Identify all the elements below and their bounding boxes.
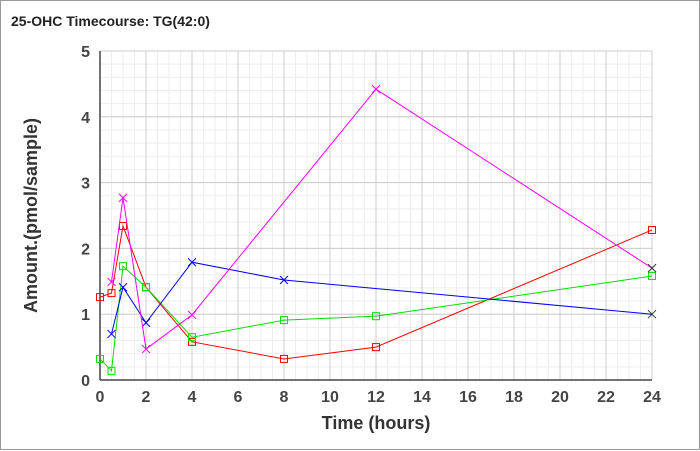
data-point-red — [280, 354, 288, 363]
x-tick-label: 20 — [551, 389, 569, 406]
data-point-blue — [141, 318, 151, 328]
chart-title: 25-OHC Timecourse: TG(42:0) — [11, 13, 210, 29]
data-point-green — [142, 283, 150, 292]
series-blue — [107, 257, 657, 339]
data-point-blue — [118, 282, 128, 292]
y-tick-label: 2 — [81, 241, 90, 258]
data-point-green — [648, 272, 656, 281]
data-point-magenta — [647, 263, 657, 273]
x-tick-label: 22 — [597, 389, 615, 406]
x-tick-label: 16 — [459, 389, 477, 406]
x-tick-label: 24 — [643, 389, 661, 406]
series-line-red — [99, 224, 653, 360]
x-tick-label: 2 — [142, 389, 151, 406]
y-axis-label: Amount.(pmol/sample) — [21, 118, 41, 313]
data-point-magenta — [371, 84, 381, 94]
data-point-red — [648, 225, 656, 234]
data-point-green — [372, 312, 380, 321]
y-tick-label: 5 — [81, 44, 90, 61]
x-tick-label: 12 — [367, 389, 385, 406]
data-point-magenta — [107, 277, 116, 287]
data-point-green — [96, 354, 104, 363]
data-point-magenta — [118, 193, 128, 203]
y-tick-label: 0 — [81, 373, 90, 390]
data-point-blue — [647, 309, 657, 319]
data-point-blue — [279, 275, 289, 285]
data-point-green — [280, 316, 288, 325]
data-point-red — [96, 293, 104, 302]
series-magenta — [107, 84, 657, 354]
y-tick-label: 1 — [81, 307, 90, 324]
data-point-red — [107, 289, 116, 298]
data-point-red — [188, 337, 196, 346]
x-tick-label: 4 — [188, 389, 197, 406]
series-line-blue — [111, 261, 653, 335]
data-point-green — [119, 262, 127, 271]
data-point-green — [188, 333, 196, 342]
x-tick-label: 6 — [234, 389, 243, 406]
x-tick-label: 18 — [505, 389, 523, 406]
x-axis-label: Time (hours) — [322, 413, 431, 433]
data-point-green — [107, 366, 116, 375]
x-tick-label: 0 — [96, 389, 105, 406]
data-point-blue — [187, 257, 197, 267]
x-tick-label: 10 — [321, 389, 339, 406]
y-tick-label: 3 — [81, 176, 90, 193]
data-point-red — [372, 343, 380, 352]
data-point-blue — [107, 329, 116, 339]
series-line-magenta — [111, 88, 653, 350]
y-tick-label: 4 — [81, 110, 90, 127]
series-line-green — [99, 265, 653, 372]
data-point-magenta — [187, 310, 197, 320]
x-tick-label: 14 — [413, 389, 431, 406]
x-tick-label: 8 — [280, 389, 289, 406]
series-green — [96, 262, 656, 375]
data-point-magenta — [141, 344, 151, 354]
